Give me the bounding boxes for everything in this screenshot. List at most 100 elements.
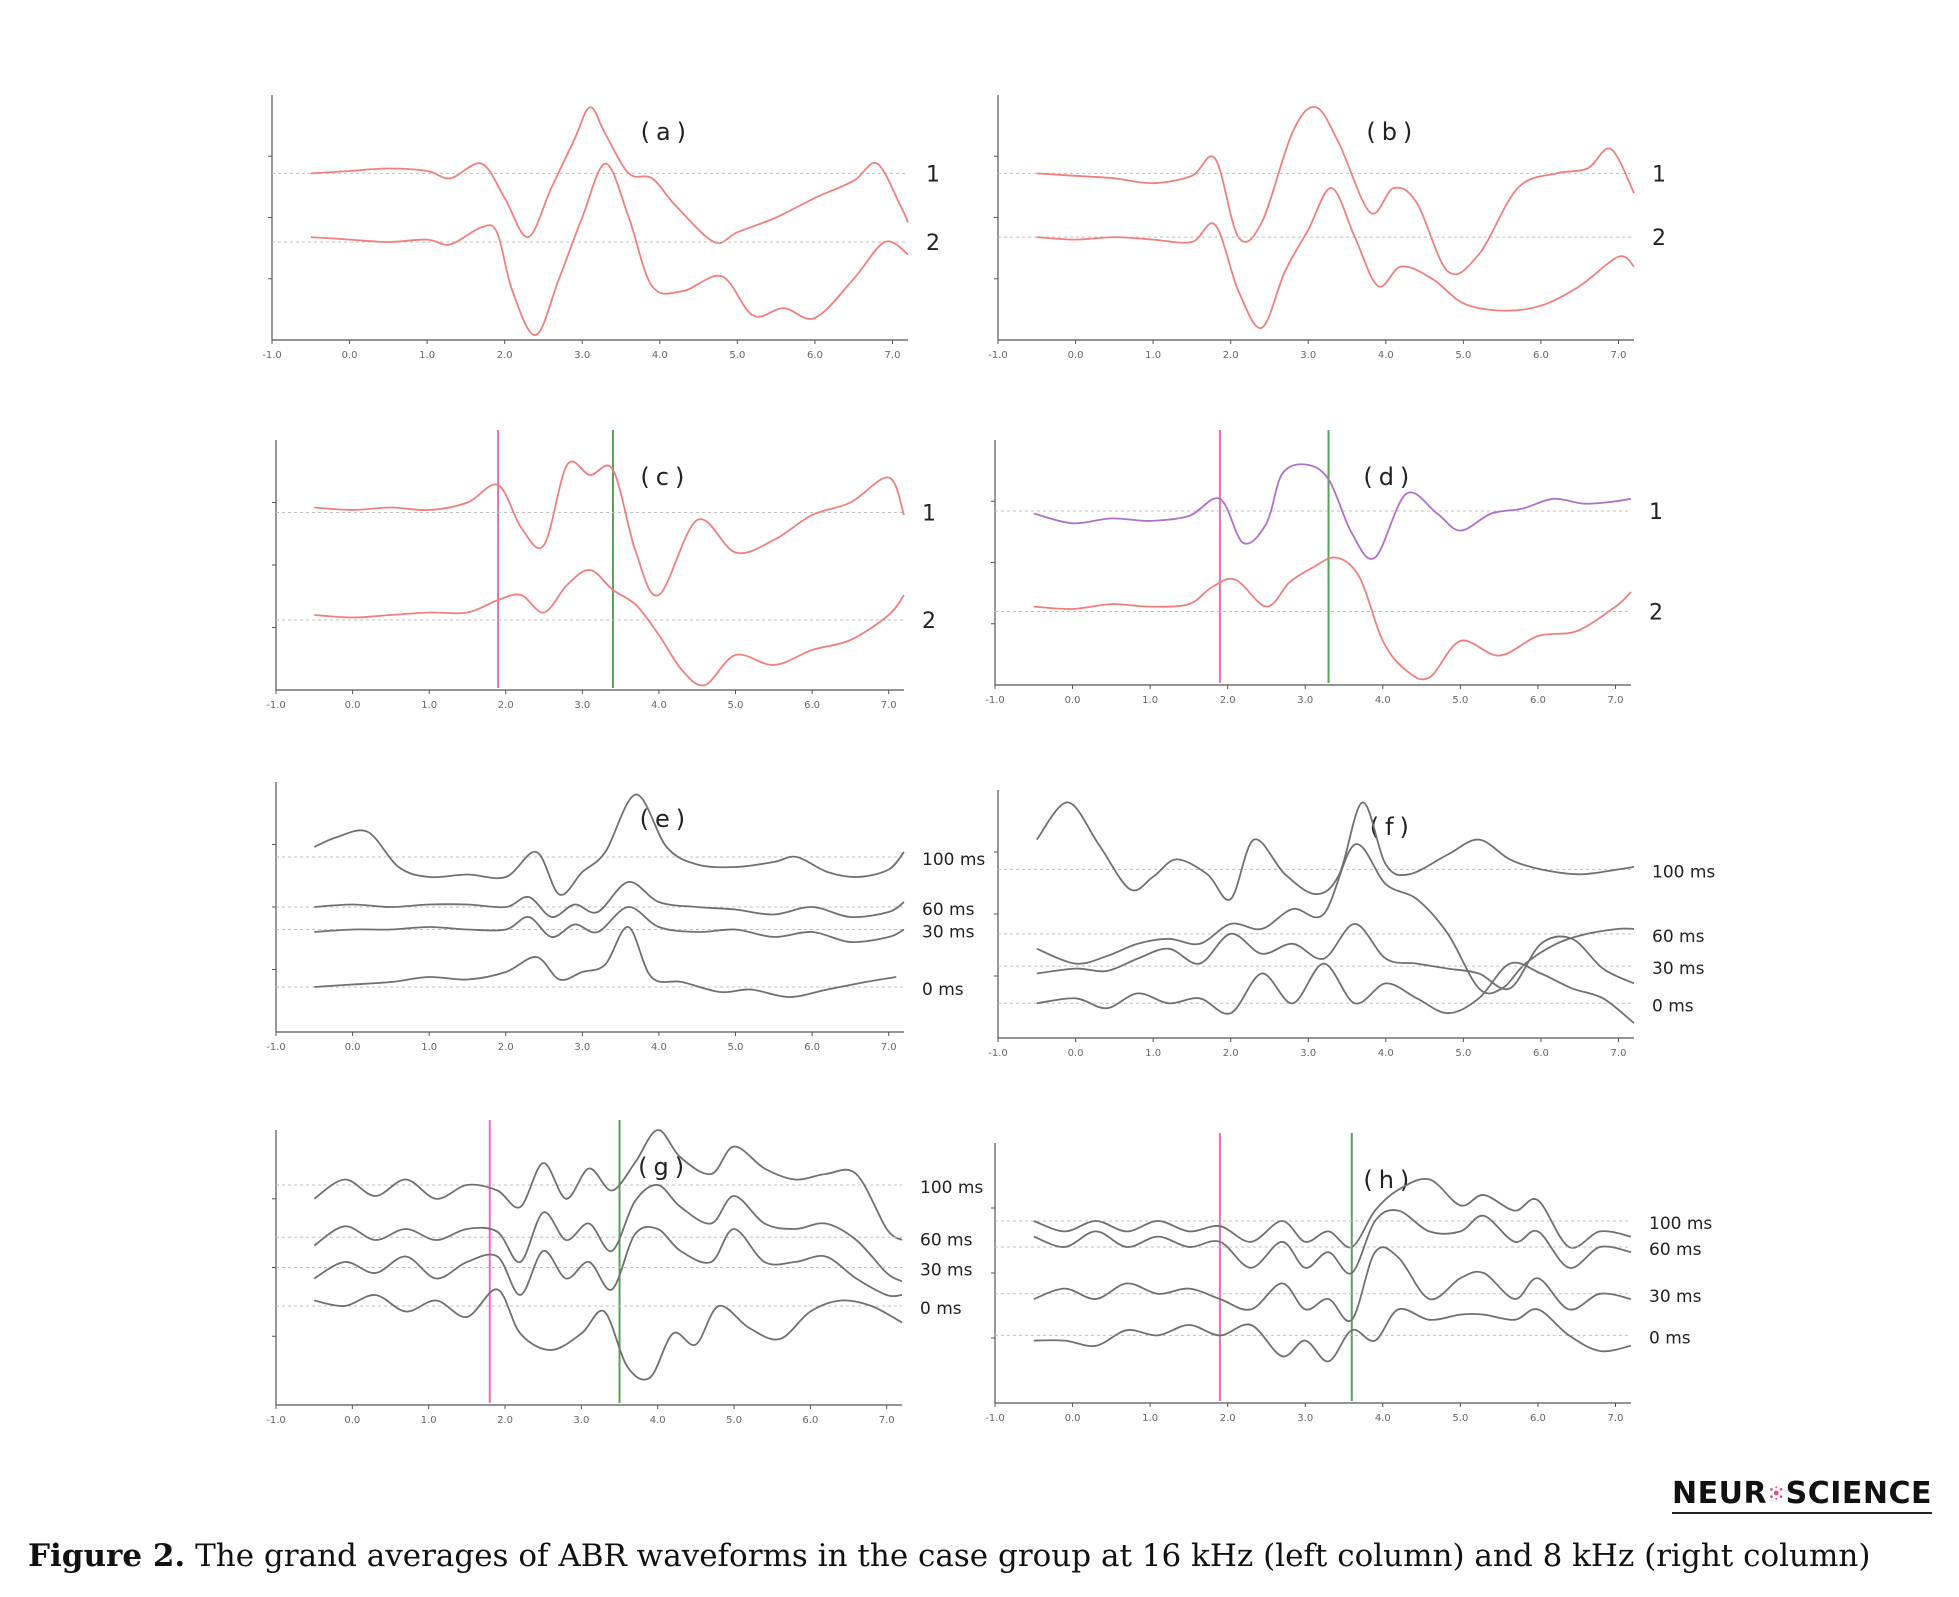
x-tick-label: 2.0	[498, 1042, 514, 1053]
x-tick-label: 6.0	[804, 1042, 820, 1053]
panel-5: -1.0 0.0 1.0 2.0 3.0 4.0 5.0 6.0 7.0(f)100 ms60 …	[988, 790, 1715, 1059]
x-tick-label: 5.0	[1455, 1048, 1471, 1059]
x-tick-label: -1.0	[266, 700, 286, 711]
x-tick-label: 0.0	[1068, 350, 1084, 361]
series-label: 30 ms	[920, 1261, 973, 1281]
x-tick-label: 7.0	[1611, 1048, 1627, 1059]
panel-4: -1.0 0.0 1.0 2.0 3.0 4.0 5.0 6.0 7.0 (e) 100 ms 60 …	[266, 782, 985, 1053]
panel-title: (h)	[1363, 1166, 1415, 1194]
series-label: 60 ms	[1652, 927, 1705, 947]
x-tick-label: 7.0	[1608, 1413, 1624, 1424]
x-tick-label: -1.0	[266, 1042, 286, 1053]
series-label: 0 ms	[1652, 996, 1694, 1016]
series-label: 1	[922, 502, 936, 527]
x-tick-label: 1.0	[419, 350, 435, 361]
series-label: 2	[1649, 601, 1663, 626]
x-tick-label: 6.0	[1530, 695, 1546, 706]
brand-left-text: NEUR	[1672, 1475, 1768, 1511]
x-tick-label: 6.0	[804, 700, 820, 711]
waveform-line	[1036, 843, 1635, 995]
waveform-line	[1033, 1246, 1632, 1323]
x-tick-label: 1.0	[421, 1415, 437, 1426]
x-tick-label: 4.0	[1375, 1413, 1391, 1424]
panel-0: -1.0 0.0 1.0 2.0 3.0 4.0 5.0 6.0 7.0 (a) 1 2	[262, 95, 940, 361]
waveform-line	[314, 569, 905, 687]
x-tick-label: 3.0	[574, 1042, 590, 1053]
x-tick-label: 3.0	[1300, 1048, 1316, 1059]
waveform-line	[310, 162, 909, 336]
waveform-line	[313, 1129, 903, 1241]
x-tick-label: 5.0	[1452, 695, 1468, 706]
x-tick-label: 1.0	[1142, 1413, 1158, 1424]
panel-title: (g)	[638, 1153, 690, 1181]
x-tick-label: 7.0	[885, 350, 901, 361]
waveform-line	[313, 1225, 903, 1298]
x-tick-label: 1.0	[421, 1042, 437, 1053]
x-tick-label: 0.0	[345, 1042, 361, 1053]
series-label: 2	[1652, 226, 1666, 251]
series-label: 100 ms	[922, 850, 985, 870]
waveform-line	[1033, 1177, 1632, 1249]
x-tick-label: 7.0	[881, 700, 897, 711]
x-tick-label: -1.0	[988, 350, 1008, 361]
x-tick-label: 3.0	[574, 350, 590, 361]
waveform-line	[1033, 1209, 1632, 1275]
x-tick-label: -1.0	[262, 350, 282, 361]
panel-title: (b)	[1366, 118, 1418, 146]
x-tick-label: 4.0	[652, 350, 668, 361]
panel-title: (d)	[1363, 463, 1415, 491]
x-tick-label: 7.0	[1611, 350, 1627, 361]
x-tick-label: 7.0	[881, 1042, 897, 1053]
x-tick-label: 0.0	[1068, 1048, 1084, 1059]
x-tick-label: 3.0	[1297, 1413, 1313, 1424]
waveform-line	[1033, 1307, 1632, 1363]
waveform-line	[1036, 922, 1635, 991]
panel-title: (e)	[640, 805, 692, 833]
series-label: 2	[922, 609, 936, 634]
panel-7: -1.0 0.0 1.0 2.0 3.0 4.0 5.0 6.0 7.0 (h) 100 ms 60 …	[985, 1133, 1712, 1424]
x-tick-label: 0.0	[1065, 695, 1081, 706]
x-tick-label: -1.0	[988, 1048, 1008, 1059]
x-tick-label: 5.0	[1452, 1413, 1468, 1424]
x-tick-label: 5.0	[1455, 350, 1471, 361]
x-tick-label: 7.0	[879, 1415, 895, 1426]
waveform-line	[310, 106, 909, 244]
x-tick-label: 5.0	[728, 1042, 744, 1053]
panel-title: (a)	[641, 118, 692, 146]
waveform-line	[1033, 463, 1632, 560]
waveform-line	[314, 1288, 903, 1381]
x-tick-label: 4.0	[651, 1042, 667, 1053]
x-tick-label: 0.0	[342, 350, 358, 361]
waveform-line	[1033, 556, 1632, 681]
caption-text: The grand averages of ABR waveforms in t…	[195, 1538, 1871, 1574]
x-tick-label: 1.0	[1142, 695, 1158, 706]
x-tick-label: 3.0	[573, 1415, 589, 1426]
series-label: 30 ms	[922, 923, 975, 943]
x-tick-label: 1.0	[1145, 1048, 1161, 1059]
series-label: 100 ms	[1649, 1214, 1712, 1234]
brand-right-text: SCIENCE	[1785, 1475, 1932, 1511]
waveform-line	[1036, 106, 1635, 276]
x-tick-label: 1.0	[421, 700, 437, 711]
waveform-line	[314, 926, 897, 998]
series-label: 1	[926, 162, 940, 187]
x-tick-label: 6.0	[1533, 1048, 1549, 1059]
x-tick-label: -1.0	[266, 1415, 286, 1426]
x-tick-label: 6.0	[802, 1415, 818, 1426]
waveform-line	[313, 1184, 903, 1283]
x-tick-label: 4.0	[650, 1415, 666, 1426]
series-label: 0 ms	[920, 1299, 962, 1319]
x-tick-label: 6.0	[1533, 350, 1549, 361]
x-tick-label: 5.0	[729, 350, 745, 361]
series-label: 100 ms	[920, 1178, 983, 1198]
series-label: 0 ms	[922, 980, 964, 1000]
series-label: 1	[1649, 500, 1663, 525]
series-label: 0 ms	[1649, 1328, 1691, 1348]
waveform-line	[1036, 187, 1635, 329]
figure-caption: Figure 2. The grand averages of ABR wave…	[28, 1538, 1928, 1574]
series-label: 100 ms	[1652, 862, 1715, 882]
series-label: 30 ms	[1652, 959, 1705, 979]
x-tick-label: 7.0	[1608, 695, 1624, 706]
series-label: 1	[1652, 162, 1666, 187]
